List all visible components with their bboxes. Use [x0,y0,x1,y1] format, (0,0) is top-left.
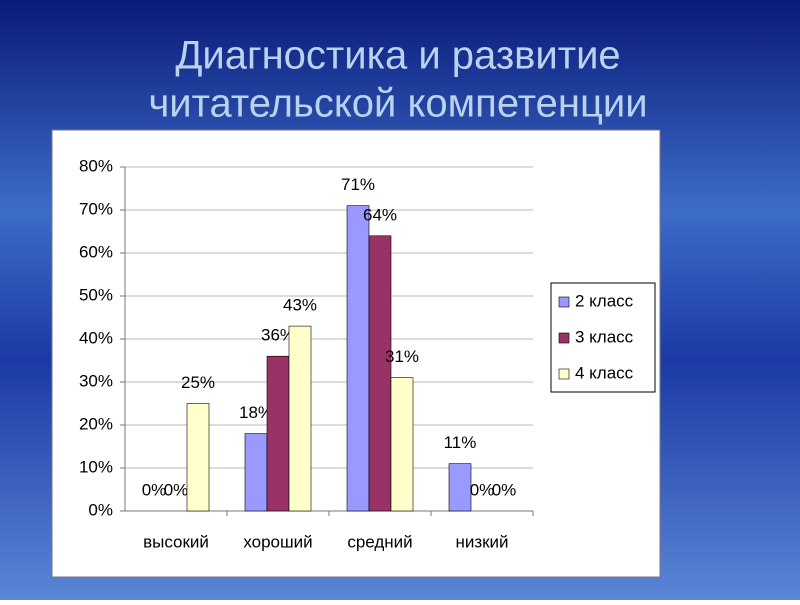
value-label: 43% [283,296,317,315]
x-tick-label: высокий [143,532,209,551]
bar [346,205,370,512]
y-tick-label: 60% [79,242,113,261]
bar [368,235,392,512]
bar [288,325,312,512]
value-label: 31% [385,347,419,366]
legend-swatch [558,368,570,380]
y-tick-label: 30% [79,371,113,390]
value-label: 0% [142,480,167,499]
value-label: 64% [363,205,397,224]
value-label: 18% [239,403,273,422]
legend-swatch [558,332,570,344]
x-tick-label: низкий [455,532,508,551]
slide-title: Диагностика и развитие [175,34,620,78]
legend-label: 2 класс [575,291,634,310]
y-tick-label: 50% [79,285,113,304]
bar [448,463,472,512]
slide-title: читательской компетенции [148,82,647,126]
bar [266,355,290,512]
value-label: 25% [181,373,215,392]
bar [244,433,268,512]
x-tick-label: хороший [243,532,312,551]
value-label: 36% [261,326,295,345]
y-tick-label: 0% [88,500,113,519]
legend-label: 3 класс [575,327,634,346]
value-label: 0% [470,480,495,499]
y-tick-label: 70% [79,199,113,218]
legend-swatch [558,296,570,308]
x-tick-label: средний [347,532,412,551]
value-label: 0% [492,480,517,499]
y-tick-label: 80% [79,156,113,175]
value-label: 0% [164,480,189,499]
y-tick-label: 40% [79,328,113,347]
legend-label: 4 класс [575,363,634,382]
y-tick-label: 20% [79,414,113,433]
y-tick-label: 10% [79,457,113,476]
bar [186,403,210,512]
value-label: 11% [444,433,477,452]
bar [390,377,414,512]
value-label: 71% [341,175,375,194]
